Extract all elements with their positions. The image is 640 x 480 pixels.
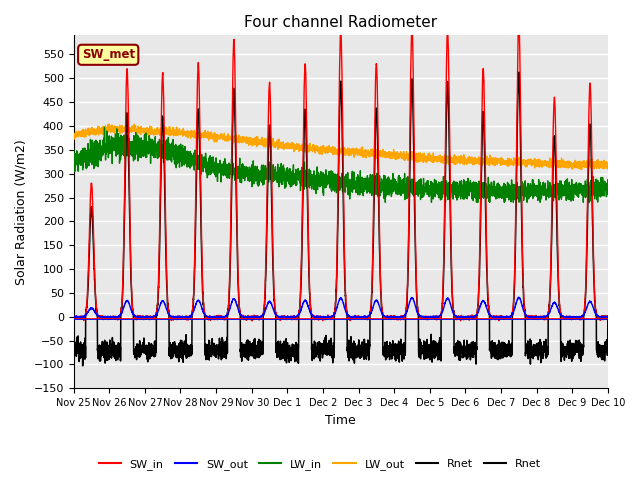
X-axis label: Time: Time [325, 414, 356, 427]
Y-axis label: Solar Radiation (W/m2): Solar Radiation (W/m2) [15, 139, 28, 285]
Text: SW_met: SW_met [82, 48, 135, 61]
Title: Four channel Radiometer: Four channel Radiometer [244, 15, 437, 30]
Legend: SW_in, SW_out, LW_in, LW_out, Rnet, Rnet: SW_in, SW_out, LW_in, LW_out, Rnet, Rnet [94, 455, 546, 474]
